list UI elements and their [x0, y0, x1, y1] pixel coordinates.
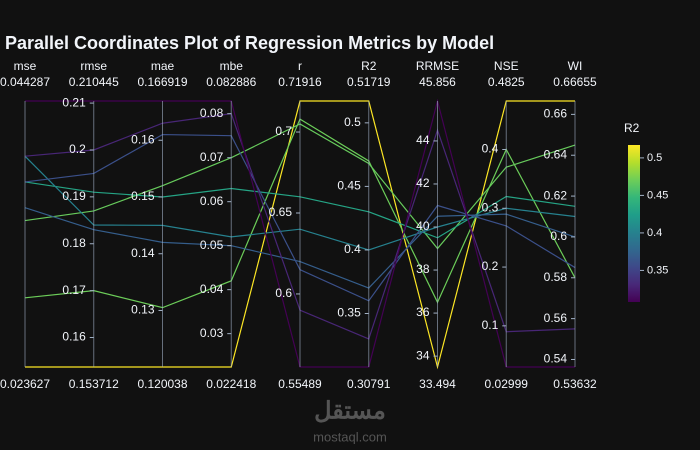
- watermark: مستقل: [314, 397, 386, 424]
- tick-label: 0.45: [337, 179, 361, 193]
- tick-label: 0.4: [344, 242, 361, 256]
- tick-label: 0.08: [200, 106, 224, 120]
- axis-label: mbe: [220, 59, 244, 73]
- tick-label: 0.35: [337, 306, 361, 320]
- axis-label: NSE: [494, 59, 519, 73]
- colorbar-tick-label: 0.45: [647, 189, 668, 201]
- range-min: 0.022418: [206, 377, 256, 391]
- axis-label: RRMSE: [416, 59, 459, 73]
- range-max: 0.166919: [137, 75, 187, 89]
- tick-label: 0.05: [200, 238, 224, 252]
- range-max: 0.66655: [553, 75, 597, 89]
- tick-label: 38: [416, 262, 430, 276]
- axis-label: mse: [14, 59, 37, 73]
- tick-label: 0.64: [544, 147, 568, 161]
- tick-label: 0.17: [62, 283, 86, 297]
- range-max: 0.082886: [206, 75, 256, 89]
- tick-label: 44: [416, 133, 430, 147]
- tick-label: 0.3: [482, 200, 499, 214]
- range-min: 0.55489: [278, 377, 322, 391]
- range-min: 0.30791: [347, 377, 391, 391]
- tick-label: 40: [416, 219, 430, 233]
- range-max: 0.210445: [69, 75, 119, 89]
- tick-label: 0.13: [131, 303, 155, 317]
- tick-label: 0.7: [275, 124, 292, 138]
- range-max: 45.856: [419, 75, 456, 89]
- tick-label: 0.16: [131, 132, 155, 146]
- range-min: 0.023627: [0, 377, 50, 391]
- tick-label: 0.21: [62, 95, 86, 109]
- colorbar-tick-label: 0.4: [647, 227, 662, 239]
- colorbar-tick-label: 0.5: [647, 152, 662, 164]
- tick-label: 0.19: [62, 189, 86, 203]
- tick-label: 0.04: [200, 282, 224, 296]
- tick-label: 0.4: [482, 142, 499, 156]
- tick-label: 34: [416, 348, 430, 362]
- range-max: 0.71916: [278, 75, 322, 89]
- tick-label: 0.54: [544, 352, 568, 366]
- tick-label: 0.6: [550, 229, 567, 243]
- tick-label: 0.06: [200, 194, 224, 208]
- range-min: 0.153712: [69, 377, 119, 391]
- tick-label: 0.58: [544, 270, 568, 284]
- tick-label: 0.2: [69, 142, 86, 156]
- watermark: mostaql.com: [313, 429, 387, 444]
- range-min: 0.02999: [485, 377, 529, 391]
- tick-label: 0.14: [131, 246, 155, 260]
- range-max: 0.044287: [0, 75, 50, 89]
- range-min: 33.494: [419, 377, 456, 391]
- chart-title: Parallel Coordinates Plot of Regression …: [5, 33, 494, 53]
- tick-label: 42: [416, 176, 430, 190]
- range-min: 0.53632: [553, 377, 597, 391]
- axis-label: mae: [151, 59, 175, 73]
- tick-label: 36: [416, 305, 430, 319]
- tick-label: 0.62: [544, 188, 568, 202]
- colorbar-title: R2: [624, 121, 640, 135]
- tick-label: 0.1: [482, 318, 499, 332]
- tick-label: 0.66: [544, 107, 568, 121]
- axis-label: R2: [361, 59, 377, 73]
- tick-label: 0.6: [275, 286, 292, 300]
- tick-label: 0.5: [344, 115, 361, 129]
- tick-label: 0.16: [62, 330, 86, 344]
- tick-label: 0.65: [269, 205, 293, 219]
- tick-label: 0.56: [544, 311, 568, 325]
- axis-label: WI: [568, 59, 583, 73]
- tick-label: 0.03: [200, 326, 224, 340]
- tick-label: 0.2: [482, 259, 499, 273]
- axis-label: r: [298, 59, 302, 73]
- tick-label: 0.07: [200, 150, 224, 164]
- colorbar: [628, 145, 640, 302]
- colorbar-tick-label: 0.35: [647, 264, 668, 276]
- range-max: 0.51719: [347, 75, 391, 89]
- range-min: 0.120038: [137, 377, 187, 391]
- tick-label: 0.18: [62, 236, 86, 250]
- range-max: 0.4825: [488, 75, 525, 89]
- axis-label: rmse: [80, 59, 107, 73]
- tick-label: 0.15: [131, 189, 155, 203]
